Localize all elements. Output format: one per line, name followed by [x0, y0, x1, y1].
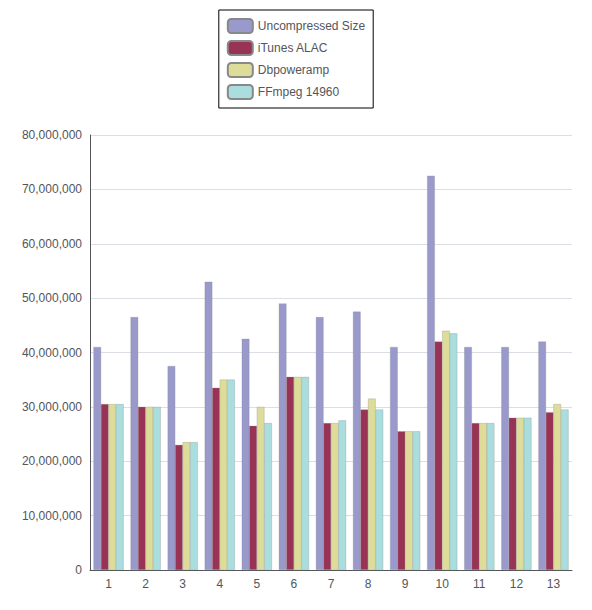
svg-text:40,000,000: 40,000,000	[22, 346, 82, 360]
svg-text:50,000,000: 50,000,000	[22, 291, 82, 305]
svg-text:9: 9	[402, 577, 409, 591]
svg-text:0: 0	[75, 563, 82, 577]
svg-text:5: 5	[254, 577, 261, 591]
svg-text:4: 4	[216, 577, 223, 591]
svg-text:Uncompressed Size: Uncompressed Size	[258, 19, 366, 33]
svg-text:70,000,000: 70,000,000	[22, 182, 82, 196]
svg-text:FFmpeg 14960: FFmpeg 14960	[258, 85, 340, 99]
svg-text:80,000,000: 80,000,000	[22, 128, 82, 142]
svg-text:10: 10	[436, 577, 450, 591]
svg-text:20,000,000: 20,000,000	[22, 454, 82, 468]
svg-text:Dbpoweramp: Dbpoweramp	[258, 63, 330, 77]
svg-text:3: 3	[179, 577, 186, 591]
svg-text:13: 13	[547, 577, 561, 591]
svg-text:12: 12	[510, 577, 524, 591]
svg-text:6: 6	[291, 577, 298, 591]
svg-text:30,000,000: 30,000,000	[22, 400, 82, 414]
svg-text:2: 2	[142, 577, 149, 591]
svg-text:11: 11	[473, 577, 486, 591]
svg-text:iTunes ALAC: iTunes ALAC	[258, 41, 328, 55]
svg-text:10,000,000: 10,000,000	[22, 509, 82, 523]
svg-text:7: 7	[328, 577, 335, 591]
svg-text:60,000,000: 60,000,000	[22, 237, 82, 251]
svg-text:8: 8	[365, 577, 372, 591]
svg-text:1: 1	[105, 577, 112, 591]
